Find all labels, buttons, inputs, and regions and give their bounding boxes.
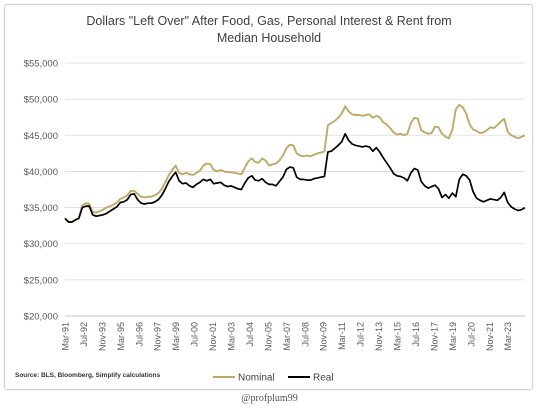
series-line-nominal	[64, 103, 526, 223]
y-tick-label: $55,000	[24, 59, 58, 70]
x-tick-label: Mar-23	[503, 322, 513, 351]
x-axis: Mar-91 Jul-92 Nov-93 Mar-95 Jul-96 Nov-97 Mar-…	[61, 315, 525, 351]
grid-lines	[65, 62, 525, 317]
y-tick-label: $30,000	[24, 239, 58, 250]
x-tick-label: Nov-17	[429, 322, 439, 351]
source-note: Source: BLS, Bloomberg, Simplify calcula…	[15, 372, 161, 379]
x-tick-label: Nov-93	[97, 322, 107, 351]
x-tick-label: Jul-12	[356, 322, 366, 347]
line-chart: Dollars "Left Over" After Food, Gas, Per…	[15, 14, 526, 384]
chart-title-line-1: Dollars "Left Over" After Food, Gas, Per…	[86, 14, 451, 28]
x-tick-label: Nov-21	[485, 322, 495, 351]
y-axis: $20,000 $25,000 $30,000 $35,000 $40,000 $45,0…	[24, 59, 58, 323]
x-tick-label: Nov-05	[263, 322, 273, 351]
x-tick-label: Mar-95	[116, 322, 126, 351]
y-tick-label: $45,000	[24, 131, 58, 142]
x-tick-label: Jul-04	[245, 322, 255, 347]
x-tick-label: Mar-91	[61, 322, 71, 351]
chart-title: Dollars "Left Over" After Food, Gas, Per…	[86, 14, 451, 45]
x-tick-label: Mar-07	[282, 322, 292, 351]
x-tick-label: Jul-16	[411, 322, 421, 347]
x-tick-label: Jul-96	[134, 322, 144, 347]
chart-card: Dollars "Left Over" After Food, Gas, Per…	[4, 4, 533, 390]
x-tick-label: Nov-13	[374, 322, 384, 351]
x-tick-label: Jul-92	[79, 322, 89, 347]
x-tick-label: Jul-20	[466, 322, 476, 347]
x-tick-label: Nov-09	[319, 322, 329, 351]
x-tick-label: Jul-00	[190, 322, 200, 347]
series-line-real	[64, 132, 526, 223]
y-tick-label: $40,000	[24, 167, 58, 178]
x-tick-label: Mar-11	[337, 322, 347, 350]
y-tick-label: $20,000	[24, 312, 58, 323]
chart-title-line-2: Median Household	[217, 31, 321, 45]
y-tick-label: $25,000	[24, 275, 58, 286]
x-tick-label: Mar-99	[171, 322, 181, 351]
x-tick-label: Mar-03	[227, 322, 237, 351]
y-tick-label: $50,000	[24, 95, 58, 106]
y-tick-label: $35,000	[24, 203, 58, 214]
x-tick-label: Mar-19	[448, 322, 458, 351]
x-tick-label: Jul-08	[300, 322, 310, 347]
x-tick-label: Nov-01	[208, 322, 218, 351]
legend-label-nominal: Nominal	[238, 373, 275, 384]
x-tick-label: Mar-15	[393, 322, 403, 351]
series-lines	[64, 103, 526, 223]
legend-label-real: Real	[313, 373, 334, 384]
x-tick-label: Nov-97	[153, 322, 163, 351]
author-credit: @profplum99	[241, 393, 298, 404]
legend: Nominal Real	[213, 373, 334, 384]
